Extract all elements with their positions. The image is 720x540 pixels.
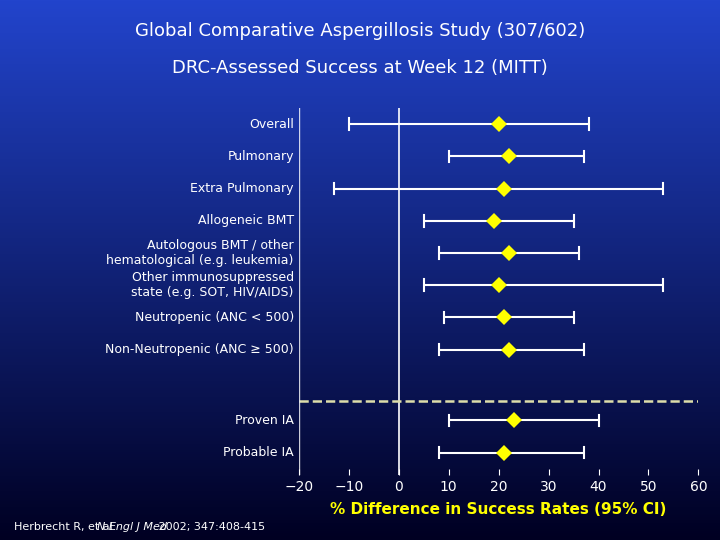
Text: Herbrecht R, et al.: Herbrecht R, et al. [14,522,124,532]
Text: Proven IA: Proven IA [235,414,294,427]
Text: Probable IA: Probable IA [223,446,294,459]
Text: Pulmonary: Pulmonary [228,150,294,163]
Text: 2002; 347:408-415: 2002; 347:408-415 [155,522,265,532]
Text: Global Comparative Aspergillosis Study (307/602): Global Comparative Aspergillosis Study (… [135,22,585,39]
Text: Autologous BMT / other
hematological (e.g. leukemia): Autologous BMT / other hematological (e.… [107,239,294,267]
Text: Neutropenic (ANC < 500): Neutropenic (ANC < 500) [135,311,294,324]
Text: N Engl J Med: N Engl J Med [97,522,167,532]
Text: Extra Pulmonary: Extra Pulmonary [190,182,294,195]
Text: Allogeneic BMT: Allogeneic BMT [198,214,294,227]
Text: Non-Neutropenic (ANC ≥ 500): Non-Neutropenic (ANC ≥ 500) [105,343,294,356]
X-axis label: % Difference in Success Rates (95% CI): % Difference in Success Rates (95% CI) [330,502,667,517]
Text: DRC-Assessed Success at Week 12 (MITT): DRC-Assessed Success at Week 12 (MITT) [172,59,548,77]
Text: Overall: Overall [249,118,294,131]
Text: Other immunosuppressed
state (e.g. SOT, HIV/AIDS): Other immunosuppressed state (e.g. SOT, … [132,271,294,299]
